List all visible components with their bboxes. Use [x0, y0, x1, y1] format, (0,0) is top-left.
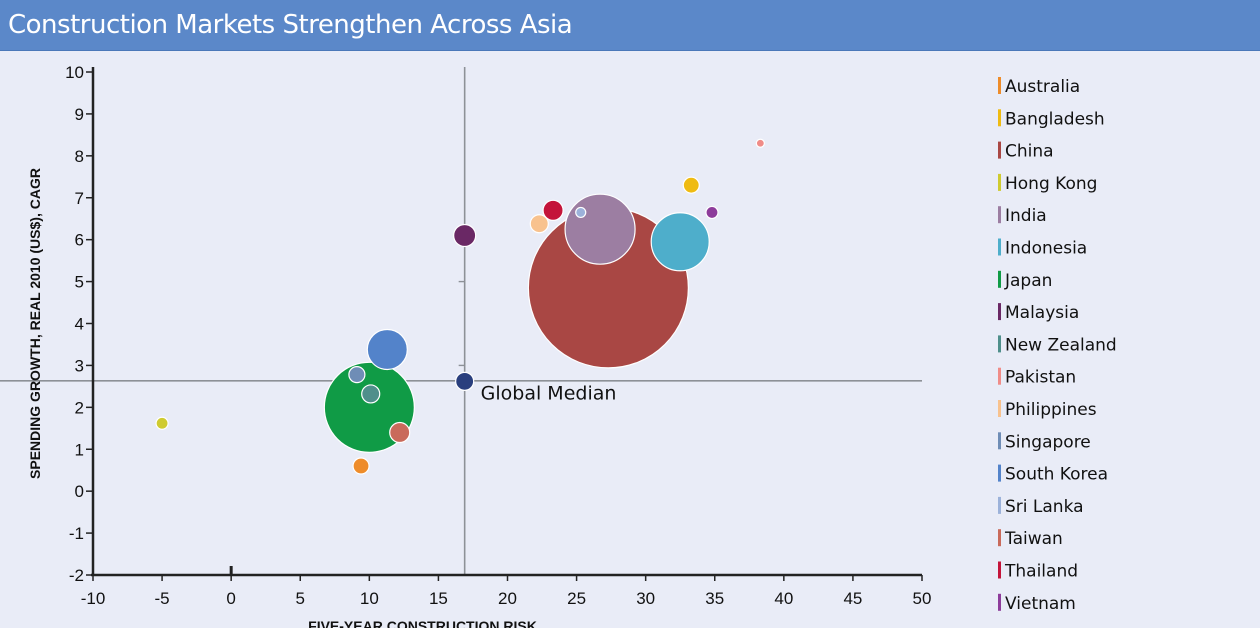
bubble-south-korea [366, 328, 408, 371]
legend-label-hong-kong: Hong Kong [1005, 174, 1097, 194]
bubble-sri-lanka [575, 206, 587, 219]
plot-area: Global Median -2 -1 0 1 2 3 4 5 6 7 8 9 10 -10 -5 0 5 10 1… [0, 51, 1260, 628]
legend-label-south-korea: South Korea [1005, 465, 1108, 485]
legend-label-thailand: Thailand [1004, 562, 1078, 582]
chart-title-bar: Construction Markets Strengthen Across A… [0, 0, 1260, 51]
bubble-philippines [529, 214, 549, 234]
legend-label-india: India [1005, 206, 1047, 226]
y-tick-label: 3 [75, 356, 84, 375]
x-tick-label: -5 [155, 589, 170, 608]
legend-label-vietnam: Vietnam [1005, 594, 1076, 614]
bubble-india [564, 193, 636, 265]
x-tick-label: 45 [843, 589, 862, 608]
global-median-label: Global Median [481, 382, 617, 404]
legend-swatch-new-zealand [998, 335, 1001, 353]
bubble-indonesia [650, 212, 710, 272]
bubble-hong-kong [155, 416, 169, 430]
grid-lines [0, 67, 922, 575]
x-tick-label: 40 [774, 589, 793, 608]
x-tick-label: 5 [296, 589, 305, 608]
y-tick-label: 2 [75, 398, 84, 417]
y-tick-label: -2 [69, 566, 84, 585]
legend-swatch-thailand [998, 561, 1001, 579]
x-tick-label: 15 [429, 589, 448, 608]
bubble-vietnam [705, 205, 719, 220]
x-tick-label: 0 [226, 589, 235, 608]
y-axis-title: SPENDING GROWTH, REAL 2010 (US$), CAGR [27, 168, 43, 479]
legend-swatch-singapore [998, 432, 1001, 450]
chart-title: Construction Markets Strengthen Across A… [8, 10, 573, 40]
x-tick-label: 30 [636, 589, 655, 608]
legend-swatch-india [998, 206, 1001, 224]
x-tick-label: 35 [705, 589, 724, 608]
legend-label-pakistan: Pakistan [1005, 368, 1076, 388]
legend-swatch-bangladesh [998, 109, 1001, 127]
legend-label-japan: Japan [1004, 271, 1052, 291]
y-tick-label: 9 [75, 105, 84, 124]
legend-swatch-malaysia [998, 303, 1001, 321]
legend-label-malaysia: Malaysia [1005, 303, 1079, 323]
bubble-pakistan [755, 138, 765, 148]
legend-swatch-south-korea [998, 464, 1001, 482]
legend-swatch-sri-lanka [998, 496, 1001, 514]
y-tick-label: 4 [75, 315, 84, 334]
bubble-malaysia [453, 223, 477, 248]
bubble-thailand [542, 199, 564, 221]
legend-swatch-australia [998, 77, 1001, 94]
y-tick-label: 10 [65, 63, 84, 82]
legend-swatch-china [998, 141, 1001, 159]
x-tick-label: -10 [81, 589, 106, 608]
legend-swatch-japan [998, 270, 1001, 288]
legend-label-australia: Australia [1005, 77, 1080, 97]
y-tick-label: 5 [75, 273, 84, 292]
legend-label-singapore: Singapore [1005, 432, 1091, 452]
x-tick-label: 20 [498, 589, 517, 608]
x-tick-label: 10 [360, 589, 379, 608]
y-tick-label: -1 [69, 524, 84, 543]
legend: Australia Bangladesh China Hong Kong India In… [998, 77, 1117, 614]
legend-label-taiwan: Taiwan [1004, 529, 1063, 549]
x-axis-title: FIVE-YEAR CONSTRUCTION RISK [308, 618, 537, 628]
bubbles: Global Median [155, 138, 765, 475]
legend-swatch-vietnam [998, 593, 1001, 611]
bubble-new-zealand [361, 384, 381, 404]
legend-label-bangladesh: Bangladesh [1005, 109, 1105, 129]
legend-label-new-zealand: New Zealand [1005, 335, 1117, 355]
x-tick-label: 50 [913, 589, 932, 608]
y-tick-label: 0 [75, 482, 84, 501]
bubble-australia [352, 457, 370, 475]
legend-swatch-indonesia [998, 238, 1001, 256]
y-tick-label: 7 [75, 189, 84, 208]
y-tick-label: 1 [75, 440, 84, 459]
legend-label-china: China [1005, 142, 1054, 162]
y-tick-label: 6 [75, 231, 84, 250]
legend-swatch-taiwan [998, 529, 1001, 547]
bubble-taiwan [389, 421, 411, 444]
y-tick-label: 8 [75, 147, 84, 166]
legend-swatch-philippines [998, 400, 1001, 417]
bubble-bangladesh [682, 176, 700, 194]
legend-label-indonesia: Indonesia [1005, 239, 1087, 259]
bubble-singapore [348, 366, 366, 384]
global-median-point [455, 371, 475, 391]
legend-label-philippines: Philippines [1005, 400, 1097, 420]
legend-label-sri-lanka: Sri Lanka [1005, 497, 1084, 517]
legend-swatch-pakistan [998, 367, 1001, 385]
x-tick-label: 25 [567, 589, 586, 608]
legend-swatch-hong-kong [998, 173, 1001, 191]
